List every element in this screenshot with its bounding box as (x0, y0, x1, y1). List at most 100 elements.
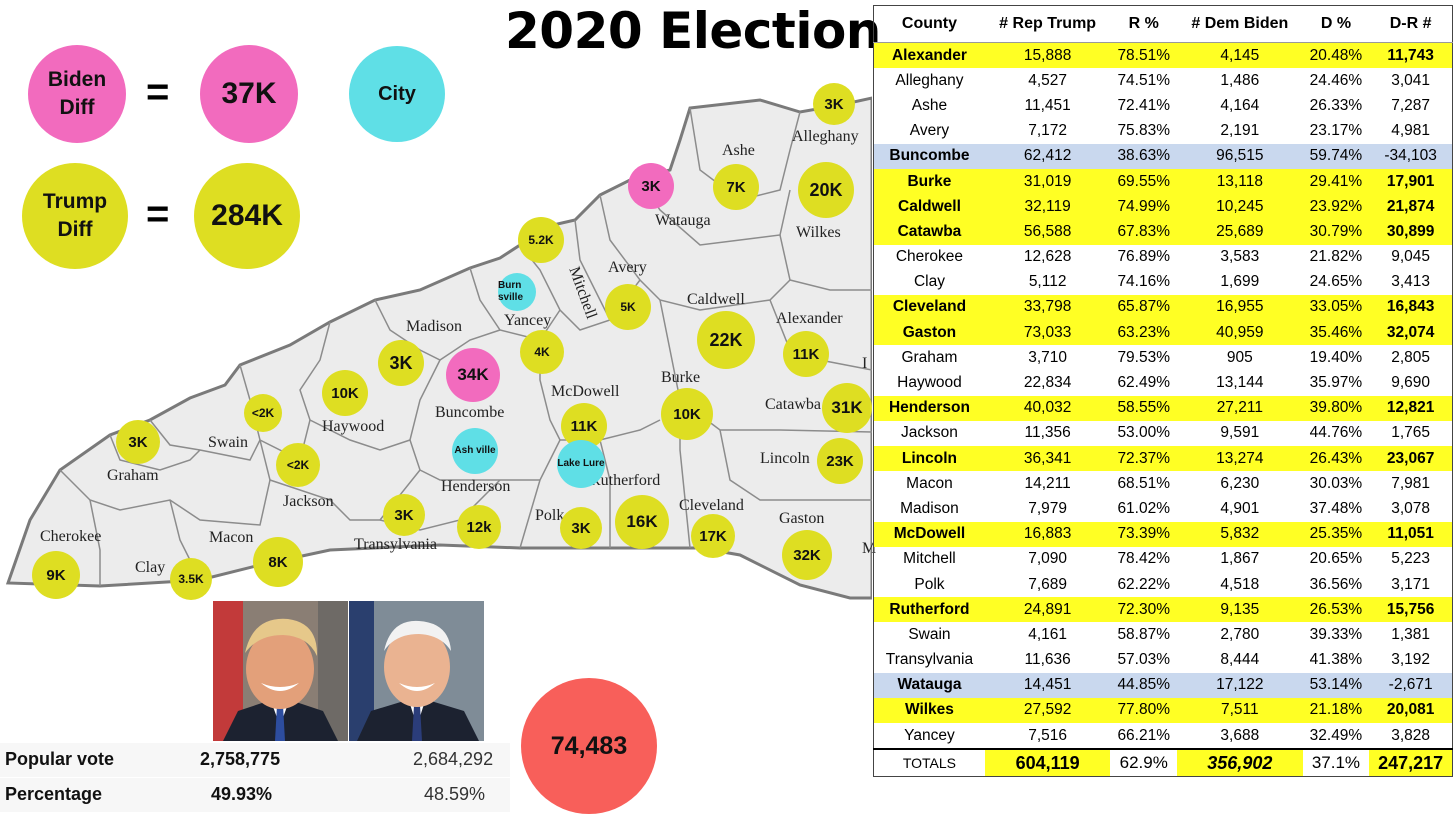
map-bubble: 3K (813, 83, 855, 125)
county-label: Macon (209, 529, 254, 546)
d-pct-cell: 30.79% (1302, 219, 1370, 245)
county-cell: Madison (900, 499, 959, 517)
biden-popular-votes: 2,684,292 (413, 749, 494, 769)
county-label: Jackson (283, 493, 334, 510)
popular-vote-difference-circle: 74,483 (521, 678, 657, 814)
table-row: Alleghany 4,527 74.51% 1,486 24.46% 3,041 (874, 68, 1453, 93)
d-r-cell: 9,045 (1391, 248, 1431, 266)
table-row: Polk 7,689 62.22% 4,518 36.56% 3,171 (874, 572, 1453, 597)
d-r-cell: -34,103 (1369, 143, 1453, 169)
rep-votes-cell: 31,019 (984, 168, 1111, 195)
r-pct-cell: 62.49% (1117, 374, 1171, 392)
biden-diff-label: Biden Diff (47, 68, 107, 119)
county-label: Transylvania (354, 536, 437, 553)
d-pct-cell: 20.65% (1309, 550, 1363, 568)
table-row: Cleveland 33,798 65.87% 16,955 33.05% 16,843 (873, 294, 1453, 321)
r-pct-cell: 69.55% (1110, 168, 1178, 195)
d-r-cell: 21,874 (1369, 194, 1453, 220)
county-label: Watauga (655, 212, 711, 229)
table-row: Watauga 14,451 44.85% 17,122 53.14% -2,671 (873, 672, 1453, 698)
table-body: Alexander 15,888 78.51% 4,145 20.48% 11,743 Al… (873, 42, 1453, 750)
dem-votes-cell: 9,135 (1177, 597, 1303, 623)
map-bubble: 11K (783, 331, 829, 377)
d-r-cell: 11,743 (1369, 42, 1453, 69)
r-pct-cell: 57.03% (1117, 651, 1171, 669)
dem-votes-cell: 10,245 (1177, 194, 1303, 220)
county-label: Swain (208, 434, 248, 451)
r-pct-cell: 68.51% (1117, 474, 1171, 492)
percentage-label: Percentage (5, 784, 103, 804)
totals-row: TOTALS 604,119 62.9% 356,902 37.1% 247,2… (873, 748, 1453, 777)
d-pct-cell: 23.92% (1302, 194, 1370, 220)
d-pct-cell: 41.38% (1309, 651, 1363, 669)
map-bubble: 3K (378, 340, 424, 386)
r-pct-cell: 77.80% (1110, 697, 1178, 724)
r-pct-cell: 74.16% (1117, 273, 1171, 291)
rep-votes-cell: 4,527 (1028, 71, 1068, 89)
d-r-cell: 3,192 (1391, 651, 1431, 669)
map-bubble: 3K (383, 494, 425, 536)
rep-votes-cell: 7,090 (1028, 550, 1068, 568)
table-row: Mitchell 7,090 78.42% 1,867 20.65% 5,223 (874, 547, 1453, 572)
r-pct-cell: 67.83% (1110, 219, 1178, 245)
dem-votes-cell: 27,211 (1177, 395, 1303, 421)
column-header: # Rep Trump (984, 5, 1111, 43)
r-pct-cell: 61.02% (1117, 499, 1171, 517)
biden-diff-value-circle: 37K (200, 45, 298, 143)
dem-votes-cell: 13,274 (1177, 446, 1303, 472)
table-row: Avery 7,172 75.83% 2,191 23.17% 4,981 (874, 119, 1453, 144)
column-header: County (873, 5, 985, 43)
trump-diff-legend-circle: Trump Diff (22, 163, 128, 269)
d-r-cell: 9,690 (1391, 374, 1431, 392)
map-bubble: Ash ville (452, 428, 498, 474)
rep-votes-cell: 73,033 (984, 320, 1111, 346)
table-row: Swain 4,161 58.87% 2,780 39.33% 1,381 (874, 622, 1453, 647)
city-label: City (378, 82, 416, 105)
d-pct-cell: 59.74% (1302, 143, 1370, 169)
table-row: Burke 31,019 69.55% 13,118 29.41% 17,901 (873, 168, 1453, 195)
rep-votes-cell: 12,628 (1023, 248, 1072, 266)
r-pct-cell: 72.41% (1117, 96, 1171, 114)
county-cell: Alexander (873, 42, 985, 69)
table-row: Rutherford 24,891 72.30% 9,135 26.53% 15,756 (873, 597, 1453, 623)
dem-votes-cell: 25,689 (1177, 219, 1303, 245)
d-pct-cell: 33.05% (1302, 294, 1370, 321)
d-r-cell: 30,899 (1369, 219, 1453, 245)
d-r-cell: 20,081 (1369, 697, 1453, 724)
d-pct-cell: 32.49% (1309, 726, 1363, 744)
popular-vote-label: Popular vote (5, 749, 115, 769)
r-pct-cell: 78.42% (1117, 550, 1171, 568)
rep-votes-cell: 3,710 (1028, 348, 1068, 366)
d-r-cell: 11,051 (1369, 521, 1453, 547)
dem-votes-cell: 16,955 (1177, 294, 1303, 321)
county-cell: Graham (901, 348, 958, 366)
d-pct-cell: 24.65% (1309, 273, 1363, 291)
d-pct-cell: 39.80% (1302, 395, 1370, 421)
equals-sign: = (146, 70, 170, 114)
map-bubble: 12k (457, 505, 501, 549)
map-bubble: <2K (276, 443, 320, 487)
dem-votes-cell: 2,191 (1220, 122, 1260, 140)
dem-votes-cell: 13,118 (1177, 168, 1303, 195)
county-cell: Haywood (897, 374, 962, 392)
county-cell: Mitchell (903, 550, 956, 568)
dem-votes-cell: 5,832 (1177, 521, 1303, 547)
r-pct-cell: 66.21% (1117, 726, 1171, 744)
county-label: Madison (406, 318, 462, 335)
table-row: Cherokee 12,628 76.89% 3,583 21.82% 9,045 (874, 245, 1453, 270)
county-cell: Jackson (901, 424, 958, 442)
county-label: Alleghany (792, 128, 859, 145)
table-header-row: County # Rep Trump R % # Dem Biden D % D… (873, 5, 1453, 43)
county-cell: Ashe (911, 96, 948, 114)
table-row: Wilkes 27,592 77.80% 7,511 21.18% 20,081 (873, 697, 1453, 724)
county-label: Burke (661, 369, 701, 386)
rep-votes-cell: 22,834 (1023, 374, 1072, 392)
trump-photo (213, 601, 348, 741)
rep-votes-cell: 7,516 (1028, 726, 1068, 744)
dem-votes-cell: 96,515 (1177, 143, 1303, 169)
county-cell: Gaston (873, 320, 985, 346)
county-label: Haywood (322, 418, 385, 435)
dem-votes-cell: 905 (1226, 348, 1253, 366)
r-pct-cell: 53.00% (1117, 424, 1171, 442)
rep-votes-cell: 40,032 (984, 395, 1111, 421)
